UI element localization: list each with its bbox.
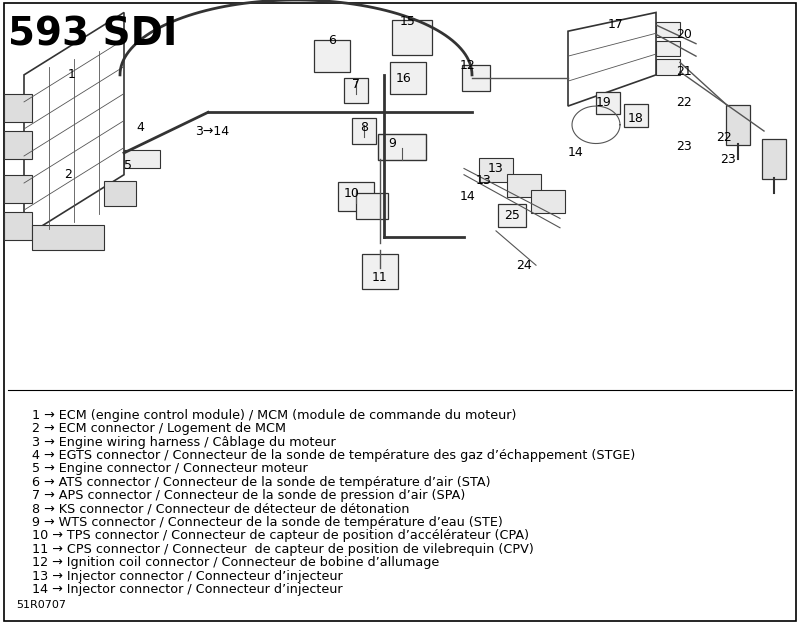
Text: 11 → CPS connector / Connecteur  de capteur de position de vilebrequin (CPV): 11 → CPS connector / Connecteur de capte…: [32, 543, 534, 556]
Text: 24: 24: [516, 259, 532, 271]
Text: 9: 9: [388, 137, 396, 150]
FancyBboxPatch shape: [4, 212, 32, 240]
Text: 10 → TPS connector / Connecteur de capteur de position d’accélérateur (CPA): 10 → TPS connector / Connecteur de capte…: [32, 529, 529, 542]
Text: 16: 16: [396, 72, 412, 84]
Text: 18: 18: [628, 112, 644, 125]
FancyBboxPatch shape: [362, 254, 398, 289]
FancyBboxPatch shape: [656, 59, 680, 75]
Text: 7 → APS connector / Connecteur de la sonde de pression d’air (SPA): 7 → APS connector / Connecteur de la son…: [32, 489, 466, 502]
Text: 1 → ECM (engine control module) / MCM (module de commande du moteur): 1 → ECM (engine control module) / MCM (m…: [32, 409, 516, 422]
Text: 6: 6: [328, 34, 336, 47]
Text: 2 → ECM connector / Logement de MCM: 2 → ECM connector / Logement de MCM: [32, 422, 286, 435]
Text: 22: 22: [676, 97, 692, 109]
Text: 11: 11: [372, 271, 388, 284]
Text: 7: 7: [352, 78, 360, 90]
FancyBboxPatch shape: [124, 150, 160, 168]
Text: 13 → Injector connector / Connecteur d’injecteur: 13 → Injector connector / Connecteur d’i…: [32, 570, 342, 583]
FancyBboxPatch shape: [656, 41, 680, 56]
Text: 14 → Injector connector / Connecteur d’injecteur: 14 → Injector connector / Connecteur d’i…: [32, 583, 342, 596]
Text: 5 → Engine connector / Connecteur moteur: 5 → Engine connector / Connecteur moteur: [32, 462, 308, 475]
FancyBboxPatch shape: [762, 139, 786, 179]
FancyBboxPatch shape: [392, 20, 432, 55]
Text: 12 → Ignition coil connector / Connecteur de bobine d’allumage: 12 → Ignition coil connector / Connecteu…: [32, 557, 439, 569]
Text: 593 SDI: 593 SDI: [8, 16, 178, 54]
Text: 14: 14: [460, 190, 476, 203]
Text: 51R0707: 51R0707: [16, 600, 66, 610]
Text: 8 → KS connector / Connecteur de détecteur de détonation: 8 → KS connector / Connecteur de détecte…: [32, 503, 410, 515]
Text: 12: 12: [460, 59, 476, 72]
FancyBboxPatch shape: [32, 225, 104, 250]
FancyBboxPatch shape: [4, 131, 32, 159]
Text: 8: 8: [360, 122, 368, 134]
FancyBboxPatch shape: [338, 182, 374, 211]
Text: 20: 20: [676, 28, 692, 41]
FancyBboxPatch shape: [656, 22, 680, 37]
Text: 21: 21: [676, 66, 692, 78]
Text: 17: 17: [608, 19, 624, 31]
Text: 13: 13: [488, 162, 504, 175]
Text: 15: 15: [400, 16, 416, 28]
Text: 13: 13: [476, 175, 492, 187]
FancyBboxPatch shape: [595, 92, 621, 114]
Text: 14: 14: [568, 147, 584, 159]
Text: 22: 22: [716, 131, 732, 144]
Text: 23: 23: [720, 153, 736, 165]
Text: 9 → WTS connector / Connecteur de la sonde de température d’eau (STE): 9 → WTS connector / Connecteur de la son…: [32, 516, 502, 529]
Text: 6 → ATS connector / Connecteur de la sonde de température d’air (STA): 6 → ATS connector / Connecteur de la son…: [32, 476, 490, 489]
Text: 25: 25: [504, 209, 520, 222]
FancyBboxPatch shape: [314, 40, 350, 72]
FancyBboxPatch shape: [4, 94, 32, 122]
Text: 19: 19: [596, 97, 612, 109]
FancyBboxPatch shape: [479, 158, 513, 182]
Text: 4: 4: [136, 122, 144, 134]
Text: 23: 23: [676, 140, 692, 153]
FancyBboxPatch shape: [498, 204, 526, 227]
FancyBboxPatch shape: [726, 105, 750, 145]
FancyBboxPatch shape: [462, 66, 490, 91]
FancyBboxPatch shape: [624, 104, 649, 127]
FancyBboxPatch shape: [104, 181, 136, 206]
FancyBboxPatch shape: [4, 175, 32, 203]
FancyBboxPatch shape: [378, 134, 426, 160]
FancyBboxPatch shape: [531, 190, 565, 213]
FancyBboxPatch shape: [390, 62, 426, 94]
FancyBboxPatch shape: [344, 78, 369, 103]
Text: 10: 10: [344, 187, 360, 200]
FancyBboxPatch shape: [352, 118, 377, 144]
Text: 3 → Engine wiring harness / Câblage du moteur: 3 → Engine wiring harness / Câblage du m…: [32, 436, 336, 449]
Text: 2: 2: [64, 168, 72, 181]
Text: 4 → EGTS connector / Connecteur de la sonde de température des gaz d’échappement: 4 → EGTS connector / Connecteur de la so…: [32, 449, 635, 462]
Text: 5: 5: [124, 159, 132, 172]
Text: 1: 1: [68, 69, 76, 81]
Text: 3→14: 3→14: [195, 125, 229, 137]
FancyBboxPatch shape: [507, 174, 541, 197]
FancyBboxPatch shape: [356, 193, 389, 218]
